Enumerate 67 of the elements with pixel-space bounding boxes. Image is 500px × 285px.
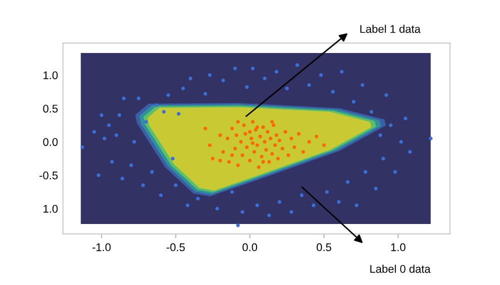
- point: [252, 150, 256, 154]
- y-tick-label: 0.5: [43, 104, 58, 113]
- point: [255, 125, 260, 129]
- point: [204, 126, 208, 130]
- point: [218, 158, 222, 162]
- x-tick-label: 0.0: [242, 243, 258, 252]
- point: [248, 158, 252, 162]
- point: [249, 136, 254, 140]
- point: [230, 153, 234, 158]
- point: [250, 141, 255, 146]
- point: [227, 160, 231, 164]
- point: [239, 140, 243, 144]
- point: [256, 165, 261, 170]
- x-tick-label: -0.5: [166, 243, 185, 252]
- point: [208, 143, 212, 148]
- point: [221, 150, 225, 154]
- point: [262, 140, 266, 144]
- point: [264, 148, 268, 152]
- y-tick-label: 1.0: [44, 71, 58, 80]
- point: [258, 134, 262, 138]
- point: [276, 156, 280, 160]
- point: [272, 123, 276, 127]
- point: [248, 130, 252, 134]
- point: [280, 146, 284, 150]
- point: [266, 130, 270, 134]
- point: [255, 143, 260, 148]
- text: Label 1 data: [360, 24, 421, 33]
- text: Label 0 data: [370, 264, 431, 273]
- point: [254, 128, 258, 132]
- point: [314, 134, 318, 138]
- point: [226, 136, 230, 140]
- point: [210, 156, 215, 160]
- point: [244, 132, 248, 136]
- point: [301, 150, 306, 154]
- point: [296, 132, 301, 136]
- point: [284, 130, 288, 134]
- x-tick-label: 0.5: [316, 243, 332, 252]
- point: [245, 145, 249, 150]
- point: [242, 123, 246, 127]
- point: [307, 140, 311, 144]
- point: [240, 153, 244, 158]
- x-tick-label: -1.0: [92, 243, 111, 252]
- point: [270, 120, 274, 124]
- point: [292, 145, 296, 150]
- point: [234, 133, 238, 138]
- point: [290, 136, 294, 140]
- point: [278, 138, 282, 142]
- point: [322, 143, 326, 148]
- point: [273, 143, 277, 148]
- point: [250, 120, 255, 124]
- point: [260, 154, 264, 158]
- x-tick-label: 1.0: [391, 243, 406, 252]
- point: [218, 133, 222, 138]
- point: [236, 163, 240, 168]
- point: [261, 125, 266, 129]
- point: [233, 146, 237, 150]
- point: [267, 160, 271, 164]
- point: [230, 126, 234, 130]
- point: [236, 120, 240, 124]
- point: [286, 153, 290, 158]
- point: [270, 152, 274, 156]
- point: [268, 136, 272, 140]
- point: [274, 133, 278, 138]
- y-tick-label: 0.0: [43, 138, 58, 146]
- y-tick-label: 1.0: [44, 204, 58, 213]
- y-tick-label: -0.5: [39, 172, 58, 180]
- point: [261, 160, 266, 164]
